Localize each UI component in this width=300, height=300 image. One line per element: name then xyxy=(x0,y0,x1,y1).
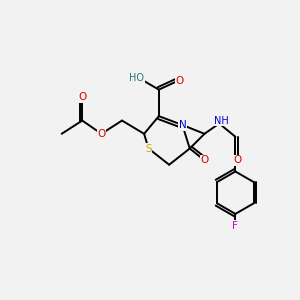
Text: O: O xyxy=(200,155,208,165)
Text: O: O xyxy=(234,155,242,165)
Text: O: O xyxy=(78,92,86,102)
Text: N: N xyxy=(178,120,186,130)
Text: NH: NH xyxy=(214,116,229,126)
Text: S: S xyxy=(145,143,152,154)
Text: HO: HO xyxy=(129,73,144,83)
Text: O: O xyxy=(175,76,184,86)
Text: F: F xyxy=(232,221,238,231)
Text: O: O xyxy=(97,129,106,139)
